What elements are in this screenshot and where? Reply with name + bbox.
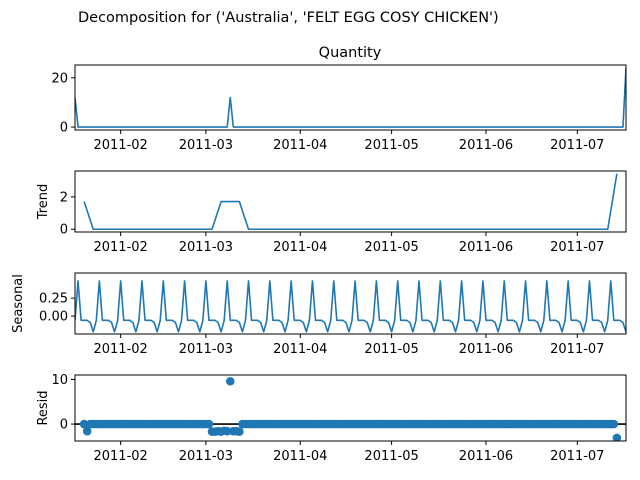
- resid-point: [609, 419, 619, 429]
- axes-frame: [74, 374, 627, 442]
- plot-area: [75, 376, 626, 441]
- resid-point: [612, 433, 622, 441]
- y-tick-label: 2: [60, 190, 68, 205]
- x-tick-label: 2011-06: [459, 449, 513, 464]
- y-tick-label: 20: [51, 71, 68, 86]
- axes-frame: [74, 64, 627, 131]
- y-tick-label: 0: [60, 418, 68, 433]
- x-tick-label: 2011-04: [273, 240, 327, 255]
- x-tick-label: 2011-05: [364, 342, 418, 357]
- x-tick-label: 2011-05: [364, 449, 418, 464]
- x-tick-label: 2011-07: [550, 138, 604, 153]
- plot-area: [83, 173, 618, 231]
- x-tick-label: 2011-03: [179, 342, 233, 357]
- x-tick-label: 2011-02: [93, 449, 147, 464]
- x-tick-label: 2011-06: [459, 342, 513, 357]
- series-line: [83, 173, 618, 231]
- y-tick-label: 0: [60, 121, 68, 136]
- x-tick-label: 2011-05: [364, 138, 418, 153]
- panel-trend: 2011-02 2011-03 2011-04 2011-05 2011-06 2011-…: [36, 170, 627, 255]
- x-tick-label: 2011-02: [93, 138, 147, 153]
- x-tick-label: 2011-05: [364, 240, 418, 255]
- y-tick-label: 10: [51, 373, 68, 388]
- y-tick-label: 0.25: [39, 292, 68, 307]
- resid-point: [235, 427, 244, 436]
- x-tick-label: 2011-07: [550, 449, 604, 464]
- x-tick-label: 2011-02: [93, 240, 147, 255]
- resid-point: [225, 376, 235, 386]
- panel-quantity: 2011-02 2011-03 2011-04 2011-05 2011-06 2011-…: [51, 64, 627, 153]
- y-tick-label: 0.00: [39, 310, 68, 325]
- x-tick-label: 2011-03: [179, 449, 233, 464]
- resid-point: [79, 419, 89, 429]
- x-tick-label: 2011-04: [273, 449, 327, 464]
- y-axis-label: Trend: [36, 184, 51, 221]
- series-line: [75, 67, 626, 128]
- y-tick-label: 0: [60, 223, 68, 238]
- resid-point: [82, 426, 92, 436]
- axes-frame: [74, 170, 627, 233]
- panel-resid: 2011-02 2011-03 2011-04 2011-05 2011-06 2011-…: [36, 373, 627, 464]
- y-axis-label: Seasonal: [11, 274, 26, 333]
- axes-frame: [74, 272, 627, 335]
- x-tick-label: 2011-07: [550, 342, 604, 357]
- plot-area: [75, 280, 626, 333]
- x-tick-label: 2011-07: [550, 240, 604, 255]
- x-tick-label: 2011-02: [93, 342, 147, 357]
- x-tick-label: 2011-04: [273, 138, 327, 153]
- y-axis-label: Resid: [36, 390, 51, 425]
- x-tick-label: 2011-06: [459, 138, 513, 153]
- x-tick-label: 2011-03: [179, 240, 233, 255]
- x-tick-label: 2011-03: [179, 138, 233, 153]
- panel-seasonal: 2011-02 2011-03 2011-04 2011-05 2011-06 2011-…: [11, 272, 627, 357]
- resid-point: [204, 419, 214, 429]
- panel-title-quantity: Quantity: [319, 45, 382, 61]
- resid-point: [222, 426, 232, 436]
- plot-area: [75, 67, 626, 128]
- x-tick-label: 2011-04: [273, 342, 327, 357]
- seasonal-line: [75, 280, 626, 333]
- figure-suptitle: Decomposition for ('Australia', 'FELT EG…: [78, 10, 499, 26]
- x-tick-label: 2011-06: [459, 240, 513, 255]
